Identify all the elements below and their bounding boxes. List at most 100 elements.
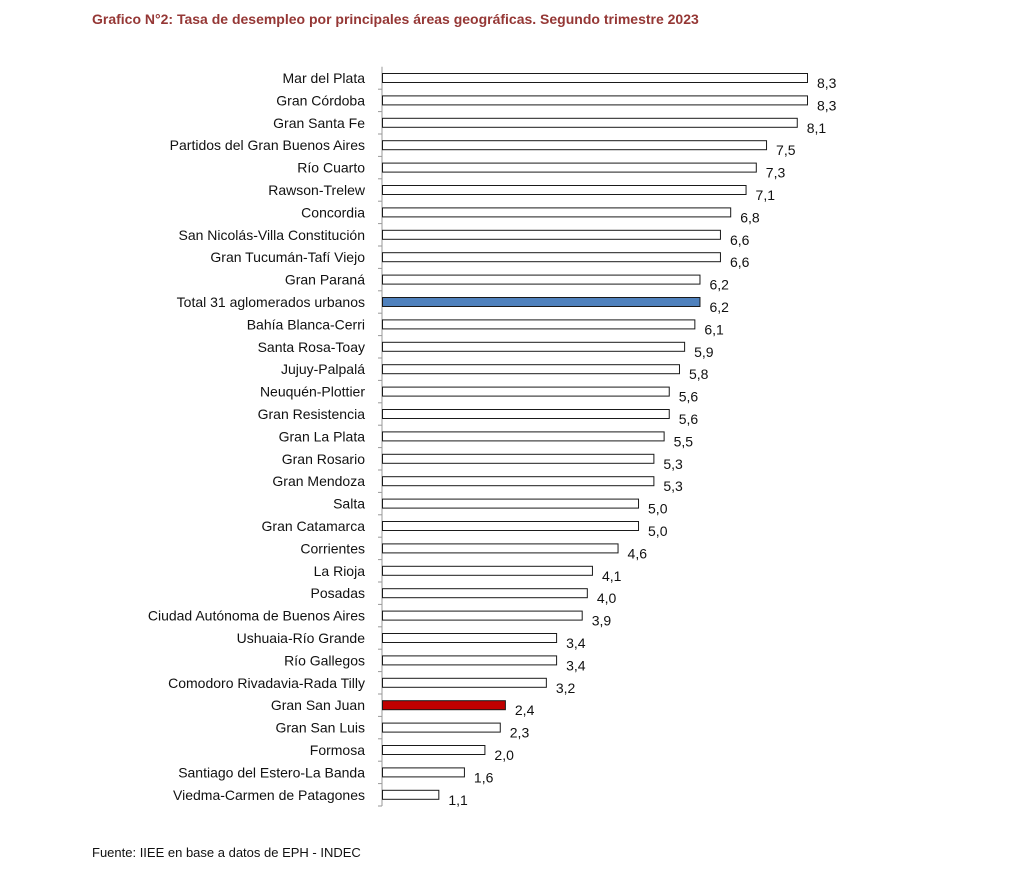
bar — [382, 386, 670, 397]
category-label: Rawson-Trelew — [268, 182, 366, 198]
category-label: Concordia — [301, 204, 365, 220]
bar — [382, 722, 501, 733]
category-label: San Nicolás-Villa Constitución — [179, 227, 366, 243]
bar — [382, 476, 655, 487]
category-label: Gran Córdoba — [276, 92, 365, 108]
data-label: 5,8 — [689, 366, 709, 382]
bar — [382, 498, 640, 509]
bar — [382, 341, 686, 352]
bar — [382, 409, 670, 419]
category-label: Salta — [333, 496, 365, 512]
data-label: 5,0 — [648, 523, 668, 539]
bar — [382, 543, 619, 554]
bar — [382, 633, 558, 643]
bar — [382, 140, 768, 151]
category-label: Gran La Plata — [279, 428, 366, 444]
category-label: Posadas — [311, 585, 365, 601]
data-label: 2,0 — [494, 747, 514, 763]
category-label: Río Cuarto — [297, 160, 365, 176]
category-label: Ciudad Autónoma de Buenos Aires — [148, 608, 365, 624]
bar — [382, 207, 732, 218]
data-label: 1,1 — [448, 792, 468, 808]
category-label: Santiago del Estero-La Banda — [178, 764, 365, 780]
category-label: Río Gallegos — [284, 652, 365, 668]
data-label: 5,6 — [679, 389, 699, 405]
data-label: 5,9 — [694, 344, 714, 360]
category-label: Gran Mendoza — [272, 473, 365, 489]
category-label: Comodoro Rivadavia-Rada Tilly — [168, 675, 365, 691]
bar — [382, 700, 506, 711]
data-label: 5,0 — [648, 501, 668, 517]
category-label: Viedma-Carmen de Patagones — [173, 787, 365, 803]
category-label: Gran San Luis — [276, 720, 366, 736]
data-label: 6,6 — [730, 232, 750, 248]
data-label: 3,9 — [592, 613, 612, 629]
data-label: 4,1 — [602, 568, 622, 584]
category-label: Total 31 aglomerados urbanos — [177, 294, 365, 310]
data-label: 1,6 — [474, 769, 494, 785]
data-label: 3,4 — [566, 635, 586, 651]
data-label: 5,3 — [663, 456, 683, 472]
data-label: 7,1 — [756, 187, 776, 203]
bar — [382, 252, 721, 263]
category-label: Gran Catamarca — [262, 518, 366, 534]
category-label: Gran Rosario — [282, 451, 365, 467]
category-label: Gran Santa Fe — [273, 115, 365, 131]
data-label: 8,1 — [807, 120, 827, 136]
data-label: 5,3 — [663, 478, 683, 494]
category-label: La Rioja — [314, 563, 366, 579]
category-label: Ushuaia-Río Grande — [237, 630, 366, 646]
bar — [382, 789, 440, 800]
data-label: 5,5 — [674, 433, 694, 449]
data-label: 8,3 — [817, 75, 837, 91]
source-note: Fuente: IIEE en base a datos de EPH - IN… — [92, 845, 361, 860]
category-label: Formosa — [310, 742, 365, 758]
category-label: Jujuy-Palpalá — [281, 361, 365, 377]
bar — [382, 677, 547, 688]
data-label: 6,8 — [740, 209, 760, 225]
data-label: 3,4 — [566, 657, 586, 673]
bar — [382, 431, 665, 442]
chart-title: Grafico N°2: Tasa de desempleo por princ… — [92, 11, 699, 27]
category-label: Gran Tucumán-Tafí Viejo — [210, 249, 365, 265]
category-label: Neuquén-Plottier — [260, 384, 365, 400]
bar — [382, 521, 640, 531]
bar — [382, 297, 701, 307]
bar — [382, 565, 593, 576]
data-label: 8,3 — [817, 97, 837, 113]
data-label: 7,3 — [766, 165, 786, 181]
data-label: 2,4 — [515, 702, 535, 718]
data-label: 6,2 — [709, 299, 729, 315]
bar — [382, 364, 680, 375]
category-label: Gran Paraná — [285, 272, 365, 288]
category-label: Partidos del Gran Buenos Aires — [170, 137, 365, 153]
data-label: 6,1 — [704, 321, 724, 337]
data-label: 6,2 — [709, 277, 729, 293]
bar — [382, 95, 808, 106]
category-label: Gran Resistencia — [258, 406, 366, 422]
bar — [382, 73, 808, 83]
category-label: Bahía Blanca-Cerri — [247, 316, 365, 332]
data-label: 6,6 — [730, 254, 750, 270]
category-label: Santa Rosa-Toay — [258, 339, 365, 355]
bar — [382, 453, 655, 464]
bar — [382, 274, 701, 285]
bar — [382, 610, 583, 621]
bar — [382, 185, 747, 195]
bar — [382, 655, 558, 666]
data-label: 4,0 — [597, 590, 617, 606]
category-label: Mar del Plata — [283, 70, 366, 86]
bar — [382, 588, 588, 599]
bar — [382, 162, 757, 173]
bar — [382, 319, 696, 330]
data-label: 4,6 — [628, 545, 648, 561]
bar — [382, 229, 721, 240]
bar — [382, 117, 798, 128]
category-label: Gran San Juan — [271, 697, 365, 713]
data-label: 3,2 — [556, 680, 576, 696]
data-label: 7,5 — [776, 142, 796, 158]
category-label: Corrientes — [300, 540, 365, 556]
data-label: 5,6 — [679, 411, 699, 427]
bar — [382, 767, 465, 778]
